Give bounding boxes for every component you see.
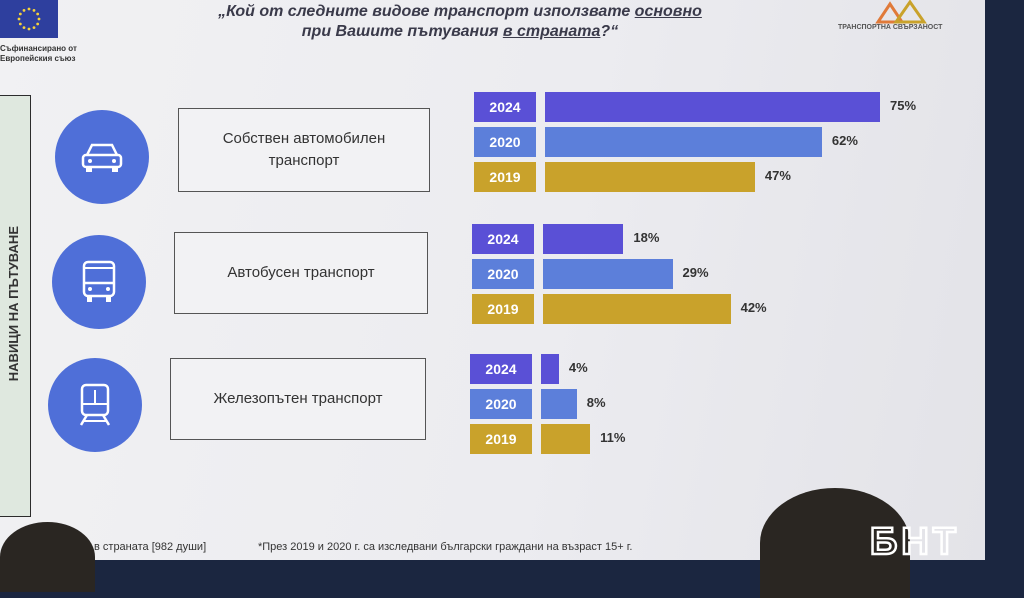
category-label-line: Железопътен транспорт <box>213 390 383 407</box>
year-label-2024: 2024 <box>470 354 532 384</box>
category-label-train: Железопътен транспорт <box>170 358 426 440</box>
eu-star <box>18 12 22 16</box>
category-label-line: Собствен автомобилен <box>222 130 386 147</box>
program-logo-icon <box>875 0 927 24</box>
bar-2019 <box>545 162 755 192</box>
year-label-2020: 2020 <box>470 389 532 419</box>
watermark-text: БНТ <box>870 521 960 562</box>
eu-star <box>22 8 26 12</box>
eu-star <box>17 17 21 21</box>
year-label-2024: 2024 <box>474 92 536 122</box>
title-line-1-text: „Кой от следните видове транспорт използ… <box>218 3 635 20</box>
eu-star <box>37 17 41 21</box>
title-line-2-end: ?“ <box>600 23 619 40</box>
title-line-2-text: при Вашите пътувания <box>301 23 503 40</box>
value-label: 42% <box>740 300 767 315</box>
eu-star <box>36 22 40 26</box>
bar-2024 <box>543 224 624 254</box>
eu-flag-icon <box>0 0 58 38</box>
train-icon <box>79 383 111 426</box>
category-label-bus: Автобусен транспорт <box>174 232 428 314</box>
side-panel-text: НАВИЦИ НА ПЪТУВАНЕ <box>6 226 21 382</box>
bar-2020 <box>543 259 673 289</box>
title-line-1: „Кой от следните видове транспорт използ… <box>200 2 720 22</box>
audience-head-left <box>0 522 95 592</box>
car-icon <box>81 143 123 172</box>
bar-2019 <box>541 424 591 454</box>
eu-cofunding-caption: Съфинансирано от Европейския съюз <box>0 44 80 64</box>
presentation-slide: Съфинансирано от Европейския съюз „Кой о… <box>0 0 985 560</box>
eu-star <box>27 7 31 11</box>
eu-star <box>32 8 36 12</box>
year-label-2019: 2019 <box>472 294 534 324</box>
bar-2019 <box>543 294 731 324</box>
category-label-line: Автобусен транспорт <box>227 264 375 281</box>
survey-footnote: *През 2019 и 2020 г. са изследвани бълга… <box>258 541 633 553</box>
bar-2020 <box>541 389 577 419</box>
title-emphasis-1: основно <box>634 3 702 20</box>
car-icon-circle <box>55 110 149 204</box>
title-line-2: при Вашите пътувания в страната?“ <box>200 22 720 42</box>
eu-star <box>18 22 22 26</box>
eu-star <box>27 27 31 31</box>
value-label: 11% <box>600 430 626 445</box>
value-label: 8% <box>586 395 606 410</box>
eu-star <box>22 26 26 30</box>
bnt-watermark-icon: БНТ <box>869 520 960 562</box>
bus-icon <box>82 260 116 302</box>
bar-2024 <box>541 354 559 384</box>
eu-star <box>32 26 36 30</box>
category-label-car: Собствен автомобилен транспорт <box>178 108 430 192</box>
year-label-2019: 2019 <box>470 424 532 454</box>
sample-note: в страната [982 души] <box>94 541 207 553</box>
value-label: 18% <box>633 230 660 245</box>
bar-2020 <box>545 127 822 157</box>
side-panel: НАВИЦИ НА ПЪТУВАНЕ <box>0 95 31 517</box>
value-label: 47% <box>764 168 791 183</box>
category-label-line: транспорт <box>268 152 340 169</box>
value-label: 75% <box>890 98 917 113</box>
eu-caption-line2: Европейския съюз <box>0 54 76 63</box>
bar-2024 <box>545 92 880 122</box>
train-icon-circle <box>48 358 142 452</box>
value-label: 4% <box>568 360 588 375</box>
logo-caption: ТРАНСПОРТНА СВЪРЗАНОСТ <box>838 24 943 31</box>
bus-icon-circle <box>52 235 146 329</box>
eu-caption-line1: Съфинансирано от <box>0 44 77 53</box>
value-label: 29% <box>682 265 709 280</box>
year-label-2020: 2020 <box>474 127 536 157</box>
eu-star <box>36 12 40 16</box>
year-label-2019: 2019 <box>474 162 536 192</box>
year-label-2020: 2020 <box>472 259 534 289</box>
title-emphasis-2: в страната <box>502 23 601 40</box>
value-label: 62% <box>831 133 858 148</box>
year-label-2024: 2024 <box>472 224 534 254</box>
slide-title: „Кой от следните видове транспорт използ… <box>200 2 720 42</box>
